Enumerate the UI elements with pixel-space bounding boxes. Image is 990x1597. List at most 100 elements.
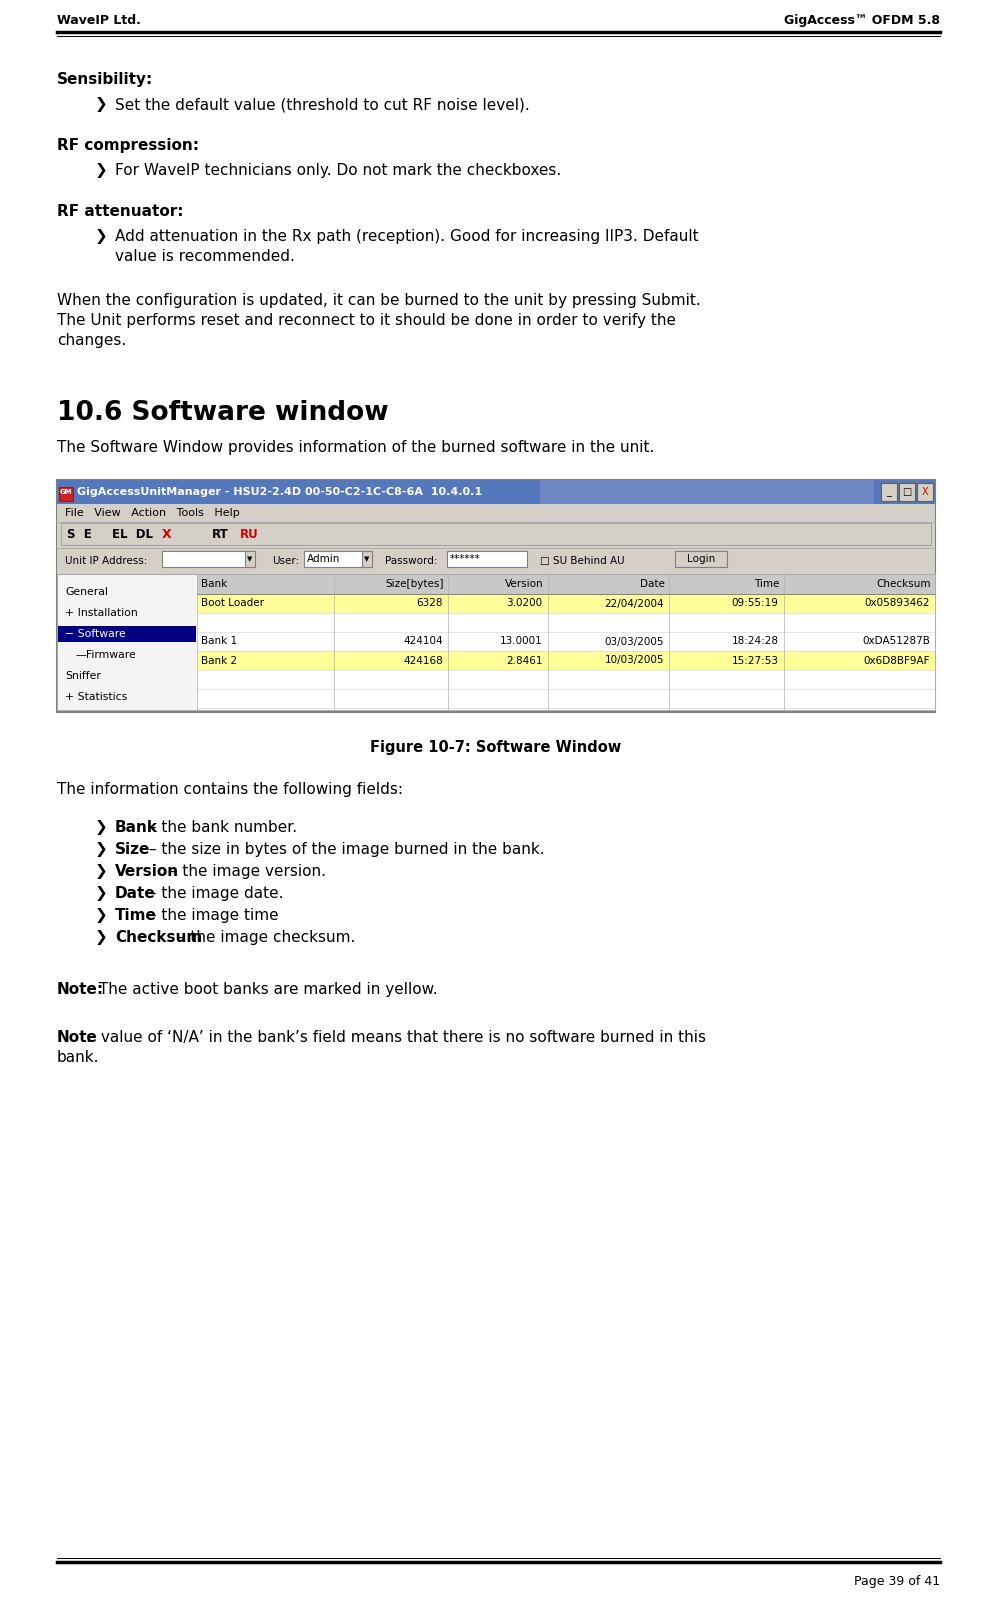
Text: The Software Window provides information of the burned software in the unit.: The Software Window provides information…	[57, 441, 654, 455]
Text: Time: Time	[754, 580, 780, 589]
Text: The information contains the following fields:: The information contains the following f…	[57, 783, 403, 797]
Text: Page 39 of 41: Page 39 of 41	[853, 1575, 940, 1587]
Text: □: □	[902, 487, 912, 497]
Text: Admin: Admin	[307, 554, 341, 564]
Bar	[57, 573, 197, 711]
Bar	[197, 573, 935, 594]
Text: ❯: ❯	[95, 819, 108, 835]
Text: ▼: ▼	[364, 556, 369, 562]
Text: – the bank number.: – the bank number.	[144, 819, 297, 835]
Text: 424104: 424104	[403, 637, 443, 647]
Text: Unit IP Address:: Unit IP Address:	[65, 556, 148, 565]
Text: 18:24:28: 18:24:28	[732, 637, 779, 647]
Text: Add attenuation in the Rx path (reception). Good for increasing IIP3. Default: Add attenuation in the Rx path (receptio…	[115, 228, 699, 244]
Bar	[197, 671, 935, 688]
Bar	[197, 594, 935, 613]
Text: ❯: ❯	[95, 886, 108, 901]
Text: – the image version.: – the image version.	[165, 864, 327, 878]
Bar	[881, 482, 897, 501]
Text: General: General	[65, 588, 108, 597]
Text: GM: GM	[59, 489, 72, 495]
Text: —Firmware: —Firmware	[75, 650, 136, 660]
Text: When the configuration is updated, it can be burned to the unit by pressing Subm: When the configuration is updated, it ca…	[57, 292, 701, 308]
Bar	[304, 551, 369, 567]
Text: X: X	[162, 529, 171, 541]
Text: Password:: Password:	[385, 556, 438, 565]
Text: value is recommended.: value is recommended.	[115, 249, 295, 264]
Text: _: _	[887, 487, 891, 497]
Text: Version: Version	[505, 580, 544, 589]
Text: For WaveIP technicians only. Do not mark the checkboxes.: For WaveIP technicians only. Do not mark…	[115, 163, 561, 177]
Text: Figure 10-7: Software Window: Figure 10-7: Software Window	[370, 739, 622, 755]
Text: 09:55:19: 09:55:19	[732, 599, 779, 608]
Text: ❯: ❯	[95, 842, 108, 858]
Text: ❯: ❯	[95, 929, 108, 945]
Text: Bank: Bank	[201, 580, 228, 589]
Bar	[540, 481, 873, 505]
Text: – the image date.: – the image date.	[144, 886, 283, 901]
Bar	[57, 481, 935, 712]
Text: Size[bytes]: Size[bytes]	[385, 580, 444, 589]
Text: ❯: ❯	[95, 97, 108, 112]
Bar	[197, 652, 935, 671]
Bar	[245, 551, 255, 567]
Text: Sniffer: Sniffer	[65, 671, 101, 682]
Text: – the image time: – the image time	[144, 909, 278, 923]
Text: 13.0001: 13.0001	[500, 637, 543, 647]
Text: 22/04/2004: 22/04/2004	[605, 599, 664, 608]
Bar	[197, 613, 935, 632]
Text: WaveIP Ltd.: WaveIP Ltd.	[57, 14, 141, 27]
Text: 0xDA51287B: 0xDA51287B	[862, 637, 930, 647]
Text: ▼: ▼	[248, 556, 252, 562]
Text: 10.6 Software window: 10.6 Software window	[57, 399, 389, 426]
Text: The active boot banks are marked in yellow.: The active boot banks are marked in yell…	[94, 982, 439, 997]
Text: User:: User:	[272, 556, 299, 565]
Bar	[362, 551, 372, 567]
Text: Bank: Bank	[115, 819, 158, 835]
Text: RF compression:: RF compression:	[57, 137, 199, 153]
Text: Bank 2: Bank 2	[201, 655, 238, 666]
Text: 2.8461: 2.8461	[506, 655, 543, 666]
Text: 424168: 424168	[403, 655, 443, 666]
Text: changes.: changes.	[57, 334, 127, 348]
Text: Date: Date	[115, 886, 155, 901]
Text: S  E: S E	[67, 529, 92, 541]
Text: □ SU Behind AU: □ SU Behind AU	[540, 556, 625, 565]
Text: 03/03/2005: 03/03/2005	[605, 637, 664, 647]
Bar	[57, 522, 935, 548]
Bar	[162, 551, 252, 567]
Text: GigAccess™ OFDM 5.8: GigAccess™ OFDM 5.8	[784, 14, 940, 27]
Text: EL  DL: EL DL	[112, 529, 153, 541]
Text: RT: RT	[212, 529, 229, 541]
Bar	[59, 487, 73, 501]
Text: The Unit performs reset and reconnect to it should be done in order to verify th: The Unit performs reset and reconnect to…	[57, 313, 676, 327]
Text: RU: RU	[240, 529, 258, 541]
Text: Date: Date	[641, 580, 665, 589]
Text: X: X	[922, 487, 929, 497]
Text: GigAccessUnitManager - HSU2-2.4D 00-50-C2-1C-C8-6A  10.4.0.1: GigAccessUnitManager - HSU2-2.4D 00-50-C…	[77, 487, 482, 497]
Text: bank.: bank.	[57, 1049, 100, 1065]
Bar	[917, 482, 933, 501]
Text: 6328: 6328	[417, 599, 443, 608]
Bar	[197, 632, 935, 652]
Text: Boot Loader: Boot Loader	[201, 599, 264, 608]
Text: ❯: ❯	[95, 909, 108, 923]
Text: 15:27:53: 15:27:53	[732, 655, 779, 666]
Text: Checksum: Checksum	[115, 929, 202, 945]
Bar	[61, 522, 931, 545]
Bar	[58, 626, 196, 642]
Text: ❯: ❯	[95, 864, 108, 878]
Text: ❯: ❯	[95, 228, 108, 244]
Text: 0x05893462: 0x05893462	[864, 599, 930, 608]
Bar	[57, 505, 935, 522]
Bar	[447, 551, 527, 567]
Text: Note:: Note:	[57, 982, 104, 997]
Text: Version: Version	[115, 864, 179, 878]
Text: + Installation: + Installation	[65, 608, 138, 618]
Text: Set the default value (threshold to cut RF noise level).: Set the default value (threshold to cut …	[115, 97, 530, 112]
Text: 3.0200: 3.0200	[507, 599, 543, 608]
Bar	[899, 482, 915, 501]
Bar	[57, 548, 935, 573]
Text: Size: Size	[115, 842, 150, 858]
Text: Sensibility:: Sensibility:	[57, 72, 153, 86]
